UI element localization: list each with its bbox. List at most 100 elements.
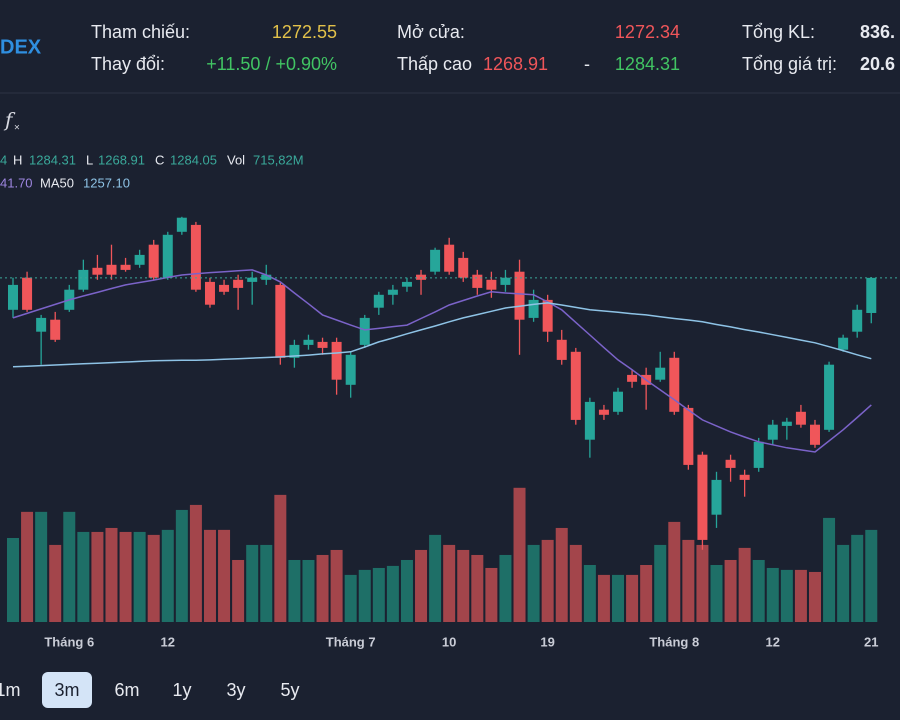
fx-icon[interactable]: × [14,123,20,134]
volume-bar [147,534,160,622]
timeframe-label[interactable]: 6m [114,680,139,700]
volume-bar [780,569,793,622]
x-tick-label: 12 [766,634,780,649]
candle-body [134,254,145,265]
candle-body [852,309,863,332]
volume-bar [232,559,245,622]
timeframe-button[interactable]: 5y [280,680,299,700]
candle-body [50,319,61,340]
legend-label: C [155,152,164,167]
volume-bar [738,547,751,622]
legend-value: 715,82M [253,152,304,167]
legend-label: MA50 [40,175,74,190]
x-tick-label: 10 [442,634,456,649]
timeframe-button[interactable]: 6m [114,680,139,700]
volume-bar [429,534,442,622]
candle-body [556,339,567,360]
timeframe-label[interactable]: 3m [54,680,79,700]
volume-bar [612,574,625,622]
legend-value: 4 [0,152,7,167]
label: Tham chiếu: [91,22,190,42]
volume-bar [668,521,681,622]
candle-body [795,411,806,425]
volume-bar [865,529,878,622]
value: +11.50 / +0.90% [206,54,337,74]
selected-highlight[interactable] [42,672,92,708]
candle-body [767,424,778,440]
x-tick-label: 21 [864,634,878,649]
candle-body [781,421,792,426]
candle-body [247,277,258,282]
candle-body [528,299,539,318]
price-layer [0,216,900,550]
x-axis: Tháng 6 12 Tháng 7 10 19 Tháng 8 12 21 [44,634,878,649]
value: 836. [860,22,895,42]
legend-value: 1284.31 [29,152,76,167]
candle-body [176,217,187,232]
volume-bar [752,559,765,622]
volume-bar [189,504,202,622]
candle-body [373,294,384,308]
timeframe-button[interactable]: 1m [0,680,21,700]
candle-body [655,367,666,380]
candle-body [486,279,497,290]
timeframe-label[interactable]: 1y [172,680,191,700]
timeframe-label[interactable]: 3y [226,680,245,700]
candle-body [809,424,820,445]
volume-bar [246,544,259,622]
legend-label: Vol [227,152,245,167]
candle-body [627,374,638,382]
value: 1284.31 [615,54,680,74]
volume-bar [21,511,34,622]
timeframe-button[interactable]: 1y [172,680,191,700]
candle-body [570,351,581,420]
candle-body [866,277,877,313]
separator: - [584,54,590,74]
candle-body [275,284,286,358]
value: 1272.55 [272,22,337,42]
candle-body [458,257,469,278]
volume-bar [105,527,118,622]
candle-body [613,391,624,412]
candle-body [753,441,764,468]
candle-body [204,281,215,305]
timeframe-label[interactable]: 1m [0,680,21,700]
candle-body [162,234,173,278]
quote-header: DEX Tham chiếu: 1272.55 Thay đổi: +11.50… [0,22,895,74]
candle-body [430,249,441,272]
candle-body [219,284,230,292]
volume-bar [133,531,146,622]
volume-bar [471,554,484,622]
volume-bar [274,494,287,622]
candle-body [444,244,455,272]
candle-body [331,341,342,380]
label: Mở cửa: [397,22,465,42]
candle-body [106,264,117,275]
volume-bar [499,554,512,622]
volume-bar [710,565,723,622]
volume-bar [626,574,639,622]
candle-body [725,459,736,468]
volume-bar [851,534,864,622]
volume-bar [823,517,836,622]
timeframe-button[interactable]: 3m [42,672,92,708]
candle-body [416,274,427,280]
candle-body [739,474,750,480]
timeframe-button[interactable]: 3y [226,680,245,700]
volume-bar [386,565,399,622]
volume-bar [203,529,216,622]
volume-bar [119,531,132,622]
volume-bar [724,559,737,622]
label: Tổng KL: [742,22,815,42]
candle-body [500,277,511,285]
volume-bar [541,539,554,622]
volume-bar [527,544,540,622]
timeframe-label[interactable]: 5y [280,680,299,700]
x-tick-label: Tháng 6 [44,634,94,649]
volume-bar [654,544,667,622]
volume-bar [7,537,19,622]
volume-bar [457,549,470,622]
legend-value: 41.70 [0,175,33,190]
volume-bar [330,549,343,622]
